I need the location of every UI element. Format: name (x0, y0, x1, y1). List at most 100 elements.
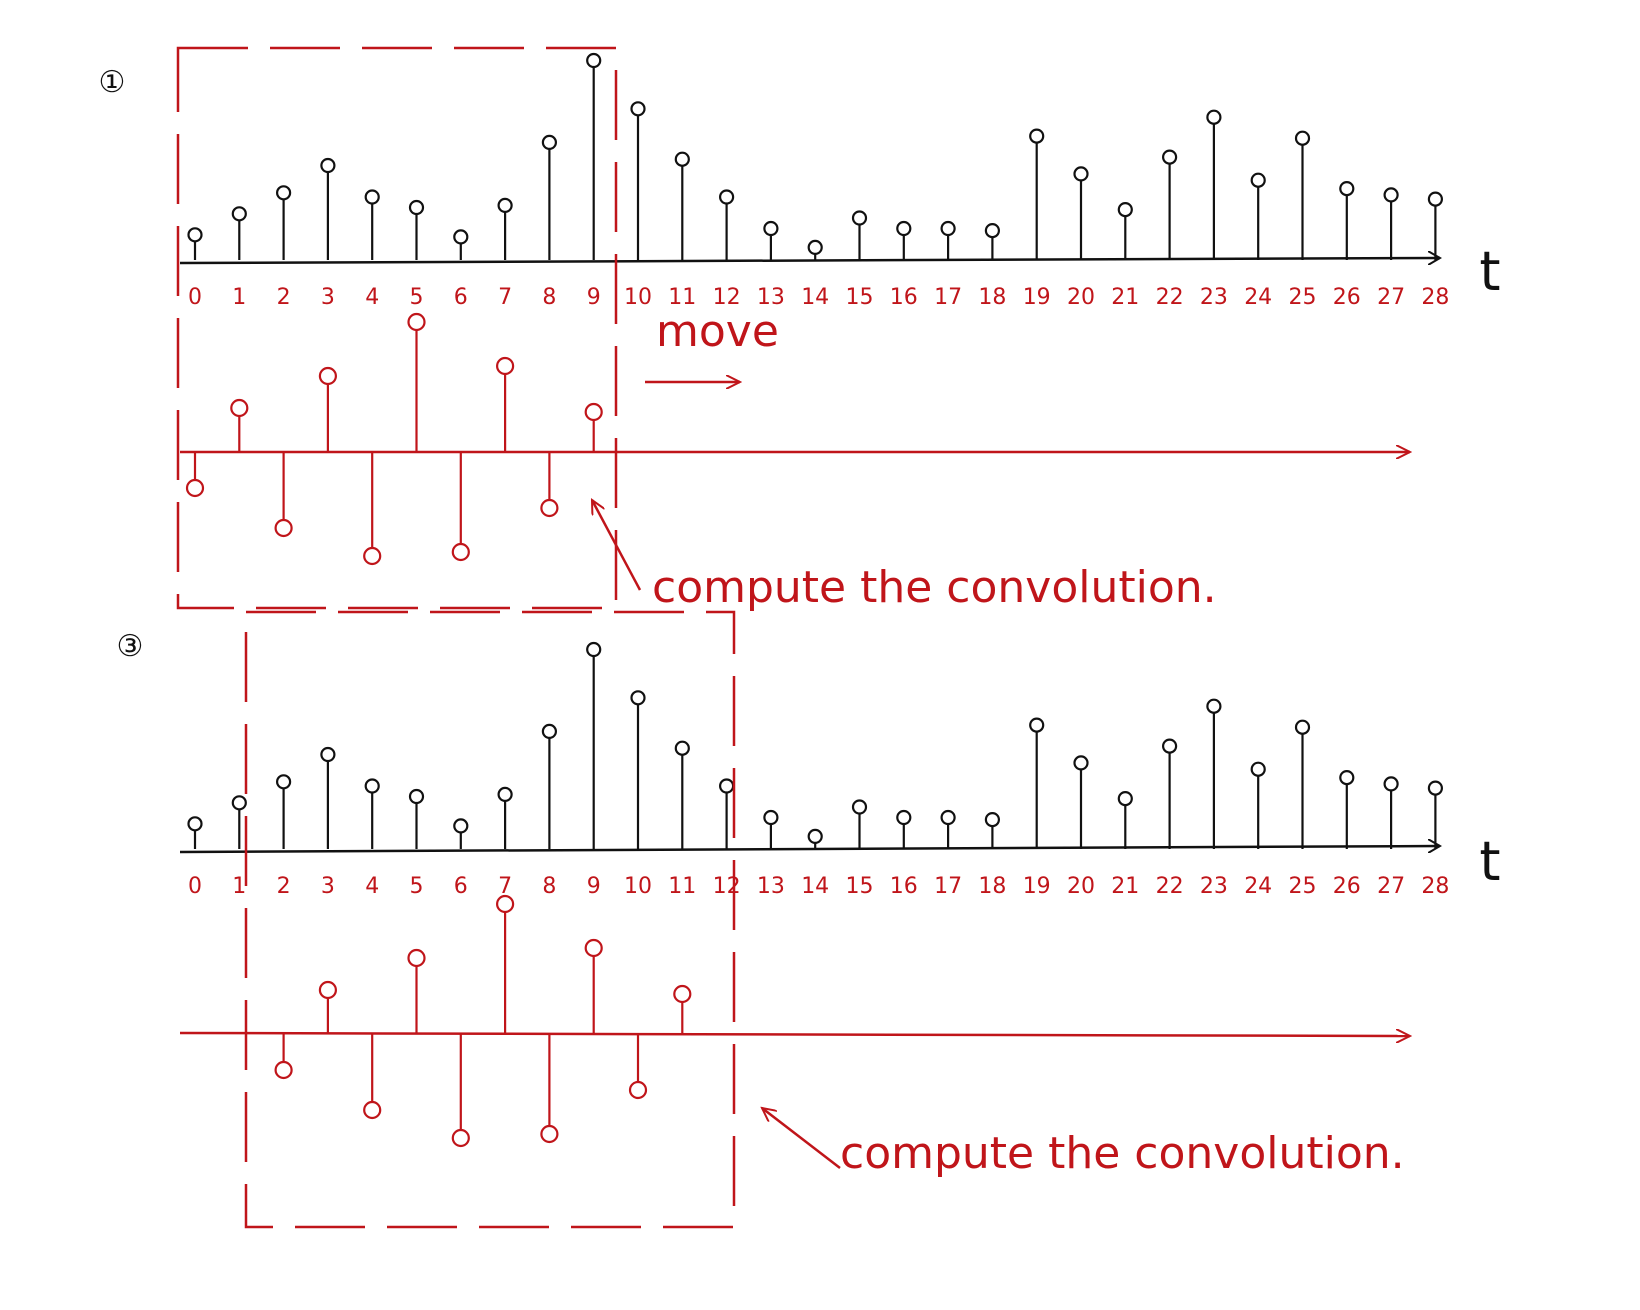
panel-1-signal-stem-head-4 (364, 189, 380, 205)
panel-1-tick-label-25: 25 (1289, 285, 1317, 310)
panel-1-tick-label-16: 16 (890, 285, 918, 310)
panel-3-signal-stem-head-12 (718, 778, 735, 794)
panel-1-kernel-tap-head-9 (584, 402, 603, 422)
panel-1-kernel-tap-head-7 (496, 356, 515, 376)
panel-1-tick-label-6: 6 (454, 285, 468, 310)
panel-1-tick-label-4: 4 (365, 285, 379, 310)
panel-3-tick-label-0: 0 (188, 874, 202, 899)
panel-1-tick-label-26: 26 (1333, 285, 1361, 310)
panel-1-signal-stem-head-10 (630, 101, 646, 117)
panel-3-signal-stem-head-10 (630, 690, 646, 706)
panel-3-tick-label-27: 27 (1377, 874, 1405, 899)
panel-1-window-frame (176, 46, 618, 610)
panel-3: ③ t 0 1 2 3 4 5 6 7 8 9 10 11 12 13 14 15 16 17 18 19 20 21 22… (117, 610, 1501, 1229)
panel-1-tick-label-27: 27 (1377, 285, 1405, 310)
panel-3-signal-stem-head-9 (586, 641, 602, 658)
panel-3-tick-label-6: 6 (454, 874, 468, 899)
panel-3-tick-labels: 0 1 2 3 4 5 6 7 8 9 10 11 12 13 14 15 16 17 18 19 20 21 22 23 24… (188, 874, 1449, 899)
panel-3-tick-label-20: 20 (1067, 874, 1095, 899)
panel-1-tick-label-14: 14 (801, 285, 829, 310)
panel-1-tick-label-9: 9 (587, 285, 601, 310)
panel-1-tick-label-17: 17 (934, 285, 962, 310)
panel-3-tick-label-5: 5 (410, 874, 424, 899)
panel-1-signal-stem-head-15 (851, 210, 868, 226)
panel-3-signal-stem-head-7 (497, 786, 513, 803)
panel-3-tick-label-18: 18 (978, 874, 1006, 899)
panel-3-tick-label-8: 8 (542, 874, 556, 899)
panel-1-signal-stem-head-2 (276, 185, 292, 201)
panel-3-tick-label-25: 25 (1289, 874, 1317, 899)
panel-3-kernel-tap-head-3 (407, 948, 426, 968)
panel-3-signal-stem-head-15 (851, 799, 868, 815)
panel-1: ① t 0 1 2 3 4 5 6 7 8 9 10 11 12 13 14 15 16 17 18 19 20 21 22… (99, 46, 1501, 613)
panel-1-signal-stem-head-5 (408, 199, 425, 216)
panel-1-annotation: compute the convolution. (652, 562, 1217, 613)
panel-3-signal (187, 641, 1444, 849)
panel-1-kernel-tap-head-0 (185, 478, 205, 498)
panel-1-tick-label-22: 22 (1156, 285, 1184, 310)
panel-1-tick-label-5: 5 (410, 285, 424, 310)
panel-1-tick-label-10: 10 (624, 285, 652, 310)
panel-3-signal-stem-head-14 (807, 828, 823, 845)
panel-1-kernel-tap-head-8 (540, 498, 559, 518)
panel-1-tick-label-13: 13 (757, 285, 785, 310)
panel-1-signal-stem-head-1 (231, 206, 247, 222)
panel-3-tick-label-14: 14 (801, 874, 829, 899)
panel-3-tick-label-10: 10 (624, 874, 652, 899)
panel-1-tick-label-28: 28 (1421, 285, 1449, 310)
panel-3-tick-label-23: 23 (1200, 874, 1228, 899)
panel-1-signal-stem-head-13 (763, 220, 779, 237)
panel-3-signal-stem-head-4 (364, 778, 380, 794)
panel-3-window-frame (244, 610, 736, 1229)
panel-1-tick-label-8: 8 (542, 285, 556, 310)
panel-1-signal-stem-head-3 (320, 157, 336, 174)
panel-1-signal (187, 52, 1444, 260)
move-label: move (656, 306, 779, 357)
panel-3-tick-label-7: 7 (498, 874, 512, 899)
panel-1-tick-label-2: 2 (277, 285, 291, 310)
panel-1-kernel-tap-head-3 (318, 366, 337, 386)
panel-1-signal-stem-head-20 (1073, 166, 1089, 182)
panel-3-tick-label-9: 9 (587, 874, 601, 899)
panel-1-tick-label-24: 24 (1244, 285, 1272, 310)
panel-1-signal-stem-head-17 (940, 220, 956, 237)
panel-3-tick-label-12: 12 (713, 874, 741, 899)
panel-1-signal-stem-head-8 (541, 134, 558, 150)
panel-3-kernel-tap-head-8 (628, 1080, 648, 1100)
panel-3-tick-label-26: 26 (1333, 874, 1361, 899)
panel-3-kernel (274, 894, 692, 1148)
panel-3-signal-stem-head-16 (896, 809, 912, 826)
panel-3-annotation: compute the convolution. (840, 1128, 1405, 1179)
panel-1-tick-label-15: 15 (846, 285, 874, 310)
panel-1-tick-labels: 0 1 2 3 4 5 6 7 8 9 10 11 12 13 14 15 16 17 18 19 20 21 22 23 24… (188, 285, 1449, 310)
panel-3-kernel-tap-head-1 (318, 980, 337, 1000)
panel-3-signal-stem-head-27 (1383, 776, 1399, 792)
panel-1-signal-stem-head-14 (807, 239, 823, 255)
panel-3-signal-stem-head-8 (541, 723, 558, 740)
panel-1-signal-stem-head-11 (674, 151, 690, 167)
panel-1-signal-stem-head-22 (1161, 149, 1178, 165)
panel-3-tick-label-17: 17 (934, 874, 962, 899)
panel-1-time-axis (179, 258, 1440, 263)
panel-1-tick-label-7: 7 (498, 285, 512, 310)
panel-3-signal-stem-head-3 (320, 746, 336, 763)
panel-1-tick-label-21: 21 (1111, 285, 1139, 310)
panel-1-annotation-arrow (590, 500, 642, 591)
panel-3-signal-stem-head-23 (1206, 698, 1222, 714)
panel-1-tick-label-0: 0 (188, 285, 202, 310)
panel-1-signal-stem-head-9 (586, 52, 602, 69)
panel-3-kernel-tap-head-9 (673, 984, 692, 1004)
panel-3-signal-stem-head-1 (231, 795, 247, 811)
panel-1-kernel-tap-head-1 (230, 398, 249, 418)
panel-1-signal-stem-head-26 (1339, 181, 1355, 197)
panel-1-signal-stem-head-18 (984, 223, 1001, 239)
panel-1-tick-label-1: 1 (232, 285, 246, 310)
panel-3-number: ③ (117, 629, 144, 664)
panel-1-signal-stem-head-0 (187, 227, 203, 243)
panel-1-signal-stem-head-12 (718, 189, 735, 205)
panel-3-signal-stem-head-18 (984, 811, 1001, 828)
panel-3-signal-stem-head-22 (1161, 738, 1178, 754)
panel-3-kernel-tap-head-0 (274, 1060, 293, 1080)
panel-3-tick-label-3: 3 (321, 874, 335, 899)
panel-3-signal-stem-head-0 (187, 816, 203, 832)
